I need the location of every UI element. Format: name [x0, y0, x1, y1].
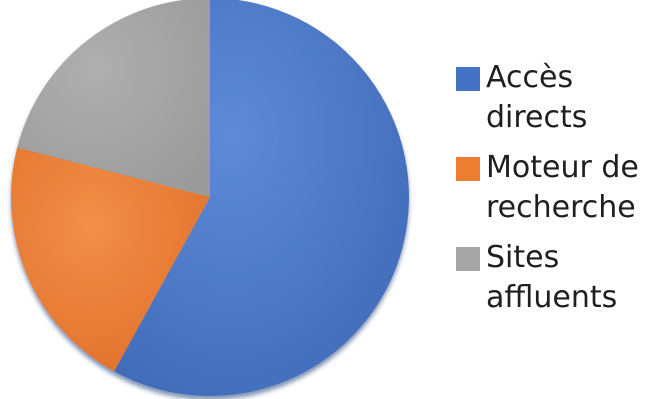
pie-slice-acces-directs	[114, 0, 409, 396]
legend-label: Moteur de recherche	[486, 150, 639, 225]
legend-item-moteur-de-recherche: Moteur de recherche	[456, 148, 652, 228]
legend-item-sites-affluents: Sites affluents	[456, 238, 652, 318]
legend-label: Accès directs	[486, 60, 588, 135]
legend-swatch-sites-affluents	[456, 247, 480, 271]
legend-item-acces-directs: Accès directs	[456, 58, 652, 138]
legend-swatch-acces-directs	[456, 67, 480, 91]
legend-swatch-moteur-de-recherche	[456, 157, 480, 181]
legend-label: Sites affluents	[486, 240, 618, 315]
legend: Accès directs Moteur de recherche Sites …	[456, 58, 652, 328]
pie-slice-moteur-de-recherche	[10, 147, 211, 372]
pie-slice-sites-affluents	[17, 0, 210, 197]
